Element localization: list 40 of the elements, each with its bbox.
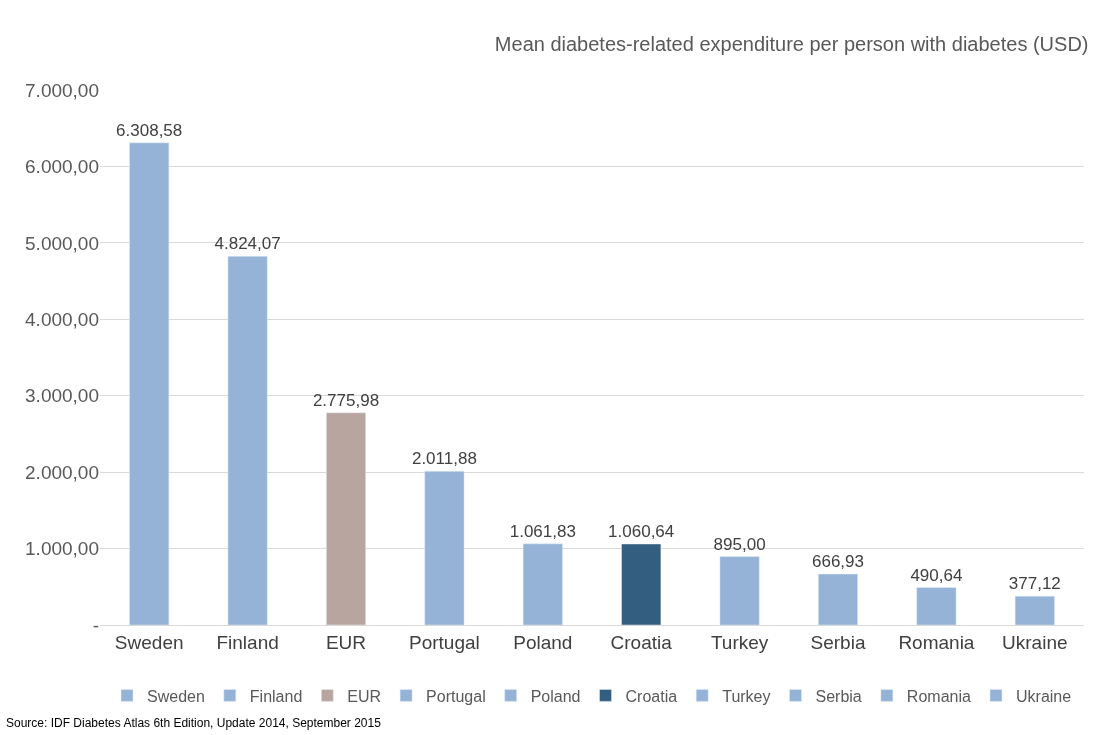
legend-label: Sweden [147,687,205,705]
data-label: 666,93 [812,552,864,572]
x-tick-label: Sweden [114,631,184,653]
x-tick-label: Finland [216,631,279,653]
y-tick-label: 7.000,00 [25,79,99,101]
source-note: Source: IDF Diabetes Atlas 6th Edition, Update 2014, September 2015 [6,716,382,730]
y-tick-label: 4.000,00 [25,308,99,330]
legend-label: Croatia [625,687,678,705]
x-tick-label: Romania [898,631,975,653]
legend-label: Romania [906,687,971,705]
x-tick-label: EUR [325,631,367,653]
legend-label: Finland [249,687,303,705]
data-label: 1.060,64 [608,521,675,541]
data-label: 490,64 [910,565,963,585]
y-tick-label: 6.000,00 [25,156,99,178]
x-tick-label: Portugal [409,631,480,653]
legend-label: Serbia [815,687,862,705]
chart-title: Mean diabetes-related expenditure per person with diabetes (USD) [494,32,1089,55]
legend-label: Portugal [426,687,486,705]
legend-label: Poland [530,687,581,705]
x-tick-label: Poland [513,631,573,653]
data-label: 6.308,58 [116,120,183,140]
x-tick-label: Croatia [610,631,673,653]
data-label: 2.775,98 [312,390,380,410]
legend-label: Ukraine [1015,687,1072,705]
y-tick-label: 2.000,00 [25,461,99,483]
y-tick-label: 3.000,00 [25,385,99,407]
legend-label: Turkey [722,687,771,705]
x-tick-label: Turkey [710,631,769,653]
data-label: 895,00 [713,534,766,554]
data-label: 1.061,83 [509,521,576,541]
data-label: 377,12 [1008,574,1061,594]
y-tick-label: 1.000,00 [25,538,99,560]
x-tick-label: Serbia [810,631,866,653]
y-tick-label: - [92,614,99,636]
legend-label: EUR [347,687,382,705]
data-label: 2.011,88 [411,449,477,469]
y-tick-label: 5.000,00 [25,232,99,254]
x-tick-label: Ukraine [1002,631,1068,653]
data-label: 4.824,07 [214,234,281,254]
